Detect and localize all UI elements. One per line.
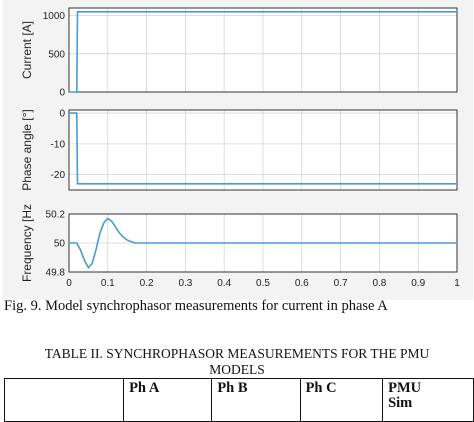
table-header-ph-b: Ph B bbox=[211, 378, 301, 422]
y-tick-label: 0 bbox=[59, 109, 65, 120]
table-title: TABLE II. SYNCHROPHASOR MEASUREMENTS FOR… bbox=[44, 346, 430, 361]
x-tick-label: 0.8 bbox=[372, 278, 386, 289]
y-tick-label: -10 bbox=[51, 139, 66, 150]
x-tick-label: 0.1 bbox=[101, 278, 115, 289]
x-tick-label: 0.7 bbox=[334, 278, 348, 289]
series-line-2 bbox=[69, 112, 457, 185]
table-header-pmu-sim: PMU Sim bbox=[382, 378, 474, 422]
measurements-table: Ph A Ph B Ph C PMU Sim bbox=[3, 378, 474, 422]
figure: 0 500 1000 Current [A] 0 -10 -20 Phase angle [°… bbox=[3, 0, 473, 300]
y-tick-label: -20 bbox=[51, 170, 66, 181]
x-tick-label: 0.2 bbox=[140, 278, 154, 289]
x-tick-label: 0.6 bbox=[295, 278, 309, 289]
table-header-ph-a: Ph A bbox=[123, 378, 213, 422]
y-tick-label: 49.8 bbox=[46, 268, 66, 279]
y-axis-label-3: Frequency [Hz bbox=[20, 204, 34, 282]
table-header-ph-c: Ph C bbox=[299, 378, 384, 422]
y-axis-label-1: Current [A] bbox=[20, 21, 34, 79]
plot-frame-2 bbox=[68, 109, 458, 191]
y-tick-label: 50 bbox=[54, 239, 66, 250]
y-tick-label: 50.2 bbox=[46, 210, 66, 221]
x-tick-label: 0.9 bbox=[411, 278, 425, 289]
y-axis-label-2: Phase angle [°] bbox=[20, 109, 34, 191]
y-tick-label: 500 bbox=[48, 49, 65, 60]
table-header-row: Ph A Ph B Ph C PMU Sim bbox=[3, 378, 474, 422]
y-tick-label: 1000 bbox=[43, 11, 66, 22]
table-header-blank bbox=[3, 378, 125, 422]
x-tick-label: 0.5 bbox=[256, 278, 270, 289]
series-line-1 bbox=[69, 11, 457, 93]
x-tick-label: 0 bbox=[66, 278, 72, 289]
x-tick-label: 1 bbox=[454, 278, 460, 289]
x-tick-label: 0.3 bbox=[178, 278, 192, 289]
figure-caption: Fig. 9. Model synchrophasor measurements… bbox=[4, 298, 388, 314]
series-line-3 bbox=[69, 217, 457, 269]
y-tick-label: 0 bbox=[59, 88, 65, 99]
table-title-continued: MODELS bbox=[209, 362, 265, 377]
x-tick-label: 0.4 bbox=[217, 278, 231, 289]
plot-frame-1 bbox=[68, 7, 458, 93]
